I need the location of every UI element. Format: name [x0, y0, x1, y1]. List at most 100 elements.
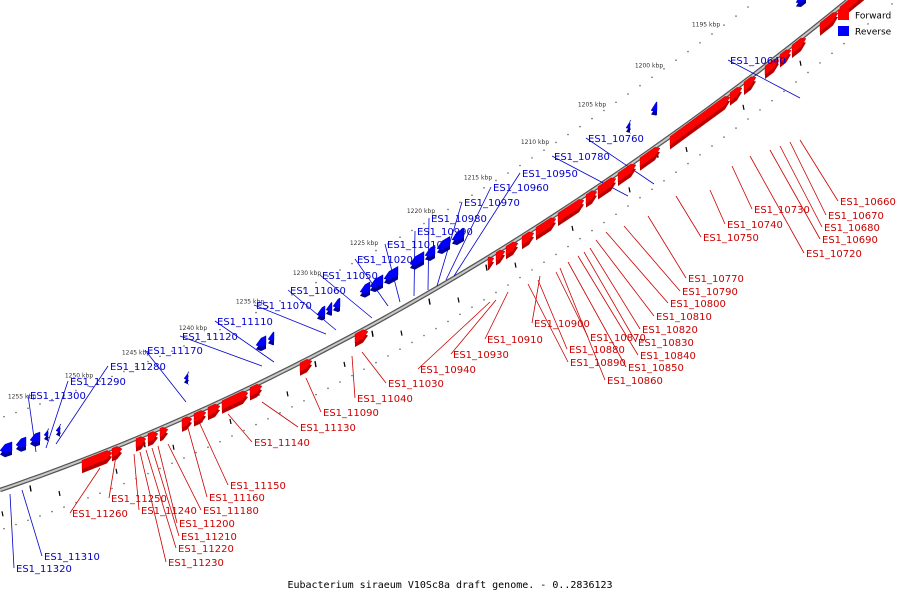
gene-label: ES1_10770: [688, 274, 744, 285]
forward-gene-arrow: [820, 16, 838, 36]
gene-label: ES1_11250: [111, 494, 167, 505]
gene-label: ES1_10800: [670, 299, 726, 310]
leader-line: [361, 351, 387, 384]
forward-track-dot: [303, 399, 305, 402]
leader-line: [585, 137, 655, 185]
forward-gene-arrow: [521, 231, 535, 246]
forward-track-dot: [675, 171, 677, 174]
leader-line: [709, 189, 726, 225]
gene-label: ES1_11300: [30, 391, 86, 402]
gene-label: ES1_10740: [727, 220, 783, 231]
leader-line: [167, 443, 202, 511]
forward-track-dot: [423, 334, 425, 337]
gene-label: ES1_10960: [493, 183, 549, 194]
reverse-track-dot: [747, 6, 749, 8]
forward-track-dot: [207, 446, 209, 448]
gene-label: ES1_10660: [840, 197, 896, 208]
leader-line: [789, 141, 827, 216]
gene-label: ES1_10970: [464, 198, 520, 209]
leader-line: [551, 155, 629, 197]
reverse-gene-arrow: [795, 0, 806, 4]
reverse-track-dot: [363, 256, 365, 258]
gene-label: ES1_10720: [806, 249, 862, 260]
forward-gene-arrow: [193, 410, 207, 423]
reverse-track-dot: [735, 15, 737, 17]
backbone-tick: [172, 444, 175, 450]
forward-track-dot: [663, 179, 665, 182]
leader-line: [623, 225, 681, 292]
leader-line: [69, 467, 101, 514]
forward-track-dot: [279, 412, 281, 414]
forward-track-dot: [543, 261, 545, 263]
reverse-track-dot: [159, 355, 161, 358]
leader-line: [453, 172, 521, 277]
gene-label: ES1_11030: [388, 379, 444, 390]
forward-track-dot: [807, 71, 809, 74]
reverse-track-dot: [435, 215, 437, 218]
forward-track-dot: [27, 519, 29, 522]
forward-track-dot: [363, 368, 365, 370]
leader-line: [595, 239, 655, 317]
reverse-gene-arrow: [369, 274, 384, 289]
reverse-gene-arrow: [451, 227, 465, 242]
forward-track-dot: [351, 374, 353, 377]
reverse-track-dot: [255, 311, 257, 314]
gene-label: ES1_10870: [590, 333, 646, 344]
reverse-track-dot: [387, 243, 389, 245]
forward-track-dot: [387, 355, 389, 357]
gene-label: ES1_11230: [168, 558, 224, 569]
forward-track-dot: [339, 381, 341, 383]
reverse-track-dot: [279, 300, 281, 302]
leader-line: [354, 258, 389, 307]
gene-label: ES1_11260: [72, 509, 128, 520]
reverse-track-dot: [531, 157, 533, 159]
reverse-gene-arrow: [436, 235, 451, 251]
forward-track-dot: [399, 348, 401, 351]
reverse-track-dot: [603, 109, 605, 112]
leader-line: [450, 299, 497, 355]
forward-track-dot: [123, 482, 125, 485]
reverse-track-dot: [543, 149, 545, 151]
forward-gene-arrow: [354, 329, 369, 344]
reverse-track-dot: [519, 164, 521, 167]
backbone-tick: [428, 298, 431, 305]
leader-line: [21, 489, 43, 557]
forward-track-dot: [819, 62, 821, 64]
leader-line: [445, 186, 492, 281]
tick-label: 1250 kbp: [65, 372, 93, 379]
leader-line: [187, 427, 208, 498]
reverse-track-dot: [135, 365, 137, 368]
gene-label: ES1_11170: [147, 346, 203, 357]
tick-label: 1255 kbp: [8, 393, 36, 400]
gene-label: ES1_10860: [607, 376, 663, 387]
backbone-tick: [514, 262, 517, 268]
forward-track-dot: [39, 515, 41, 517]
figure-caption: Eubacterium siraeum V10Sc8a draft genome…: [287, 580, 612, 591]
leader-line: [675, 195, 702, 238]
forward-track-dot: [855, 32, 857, 35]
gene-label: ES1_10940: [420, 365, 476, 376]
forward-track-dot: [111, 487, 113, 490]
gene-label: ES1_10900: [534, 319, 590, 330]
forward-track-dot: [459, 313, 461, 316]
backbone-tick: [571, 225, 574, 232]
gene-label: ES1_10930: [453, 350, 509, 361]
leader-line: [9, 493, 15, 569]
leader-line: [484, 291, 509, 340]
forward-gene-arrow: [729, 87, 743, 102]
reverse-gene-arrow: [183, 371, 190, 382]
tick-label: 1245 kbp: [122, 350, 150, 357]
gene-label: ES1_10980: [431, 214, 487, 225]
gene-label: ES1_11150: [230, 481, 286, 492]
reverse-track-dot: [111, 375, 113, 378]
forward-gene-arrow: [221, 390, 249, 411]
forward-track-dot: [627, 205, 629, 207]
gene-label: ES1_10880: [569, 345, 625, 356]
forward-gene-arrow: [81, 450, 113, 470]
reverse-track-dot: [351, 262, 353, 265]
backbone-tick: [229, 418, 232, 425]
forward-gene-arrow: [765, 63, 779, 80]
leader-line: [253, 304, 327, 335]
forward-track-dot: [447, 320, 449, 323]
